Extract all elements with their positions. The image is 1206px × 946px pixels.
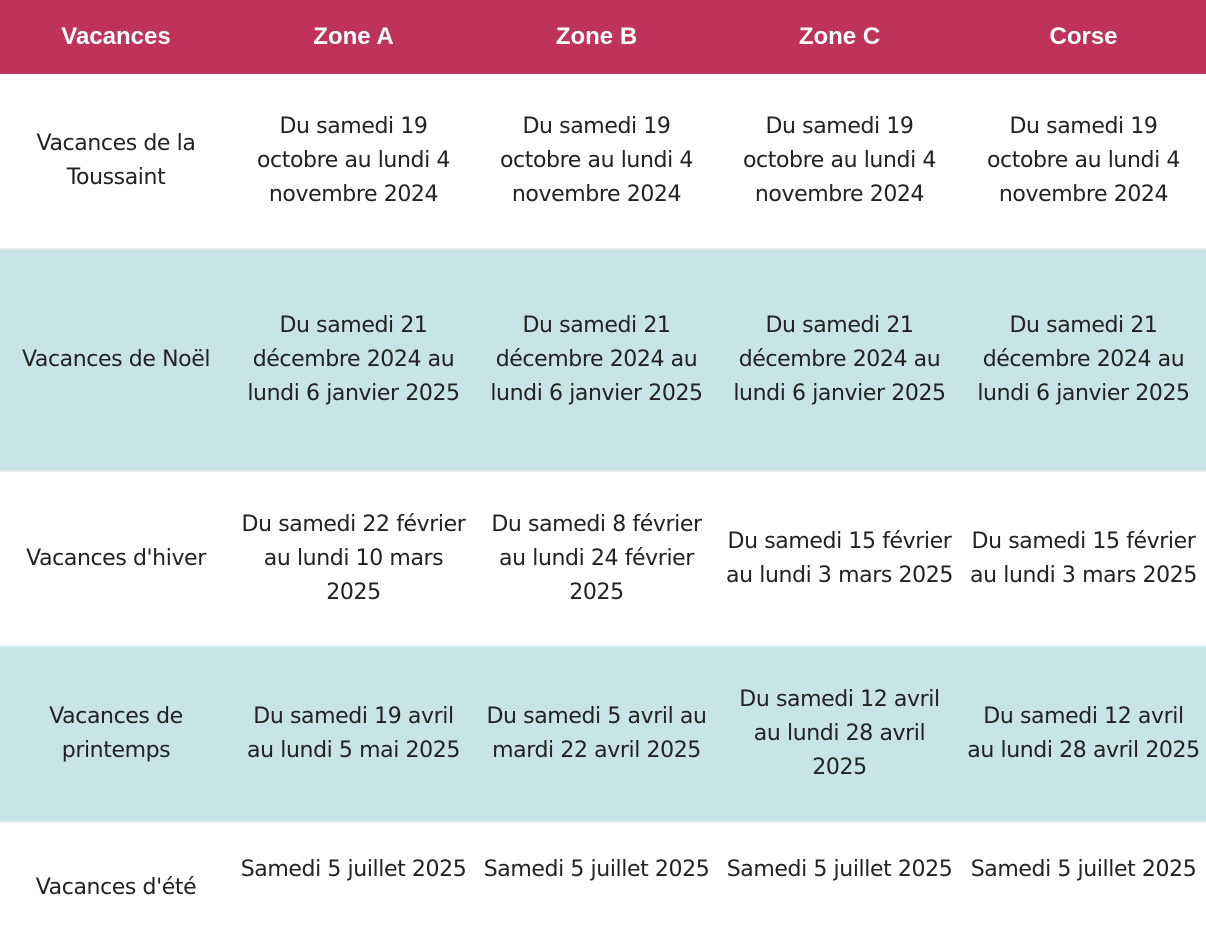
row-label: Vacances d'hiver [0,470,232,646]
cell-corse: Samedi 5 juillet 2025 [961,821,1206,946]
cell-zone-c: Samedi 5 juillet 2025 [718,821,961,946]
cell-zone-a: Samedi 5 juillet 2025 [232,821,475,946]
cell-corse: Du samedi 21 décembre 2024 au lundi 6 ja… [961,248,1206,471]
row-label: Vacances d'été [0,821,232,946]
cell-zone-c: Du samedi 19 octobre au lundi 4 novembre… [743,114,936,207]
cell-corse: Du samedi 12 avril au lundi 28 avril 202… [961,645,1206,822]
table-row: Vacances de Noël Du samedi 21 décembre 2… [0,248,1206,471]
cell-zone-c: Du samedi 15 février au lundi 3 mars 202… [718,470,961,646]
cell-zone-c: Du samedi 21 décembre 2024 au lundi 6 ja… [718,248,961,471]
cell-zone-a: Du samedi 21 décembre 2024 au lundi 6 ja… [232,248,475,471]
table-row: Vacances d'hiver Du samedi 22 février au… [0,470,1206,646]
cell-corse: Du samedi 19 octobre au lundi 4 novembre… [987,114,1180,207]
cell-zone-b: Du samedi 5 avril au mardi 22 avril 2025 [475,645,718,822]
cell-zone-a: Du samedi 19 avril au lundi 5 mai 2025 [232,645,475,822]
cell-zone-a: Du samedi 19 octobre au lundi 4 novembre… [257,114,450,207]
header-zone-c: Zone C [798,23,881,50]
header-zone-b: Zone B [555,23,638,50]
table-row: Vacances d'été Samedi 5 juillet 2025 Sam… [0,821,1206,946]
header-zone-a: Zone A [313,23,394,50]
table-row: Vacances de printemps Du samedi 19 avril… [0,645,1206,822]
cell-corse: Du samedi 15 février au lundi 3 mars 202… [961,470,1206,646]
row-label: Vacances de printemps [0,645,232,822]
cell-zone-c: Du samedi 12 avril au lundi 28 avril 202… [718,645,961,822]
row-label: Vacances de Noël [0,248,232,471]
cell-zone-b: Du samedi 8 février au lundi 24 février … [475,470,718,646]
table-header-row: Vacances Zone A Zone B Zone C Corse [0,0,1206,74]
cell-zone-a: Du samedi 22 février au lundi 10 mars 20… [232,470,475,646]
header-vacances: Vacances [61,23,171,50]
cell-zone-b: Du samedi 19 octobre au lundi 4 novembre… [500,114,693,207]
cell-zone-b: Samedi 5 juillet 2025 [475,821,718,946]
header-corse: Corse [1049,23,1118,50]
cell-zone-b: Du samedi 21 décembre 2024 au lundi 6 ja… [475,248,718,471]
row-label: Vacances de la Toussaint [36,131,196,190]
table-row: Vacances de la Toussaint Du samedi 19 oc… [0,74,1206,249]
